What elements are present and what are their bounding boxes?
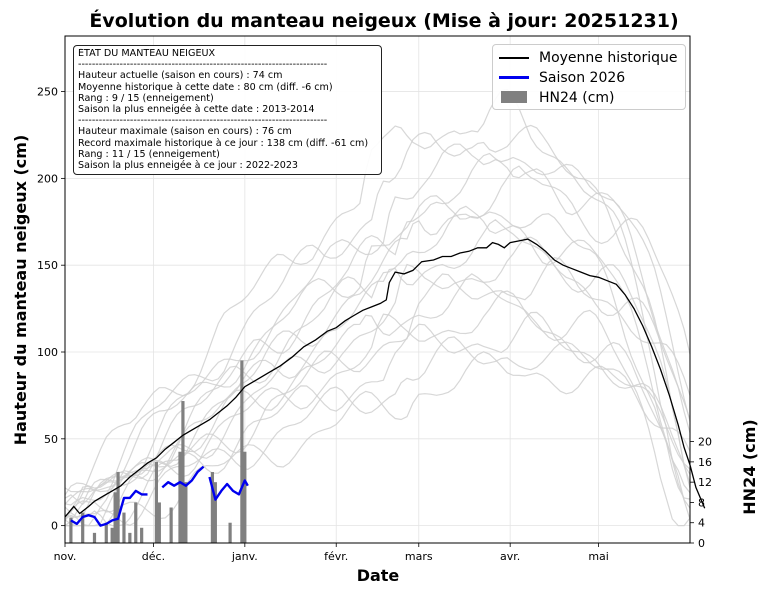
x-tick-label: nov.	[54, 550, 77, 563]
legend-label: HN24 (cm)	[539, 90, 615, 106]
x-tick-label: mai	[588, 550, 609, 563]
hn24-bar	[181, 401, 185, 543]
historical-mean-line	[64, 238, 706, 518]
hn24-bar	[213, 482, 217, 543]
hn24-bar	[154, 461, 158, 543]
y-axis-label: Hauteur du manteau neigeux (cm)	[11, 135, 30, 446]
hn24-bar	[184, 482, 188, 543]
background-season-line	[64, 152, 691, 520]
background-season-line	[64, 219, 691, 527]
y2-tick-label: 4	[698, 517, 705, 530]
info-line: Rang : 11 / 15 (enneigement)	[78, 148, 220, 160]
y-tick-label: 100	[37, 346, 58, 359]
snowpack-info-box: ÉTAT DU MANTEAU NEIGEUX ----------------…	[73, 45, 382, 175]
legend: Moyenne historique Saison 2026 HN24 (cm)	[492, 44, 686, 110]
info-line: ÉTAT DU MANTEAU NEIGEUX	[78, 48, 216, 59]
y2-tick-label: 8	[698, 496, 705, 509]
hn24-bar	[122, 512, 126, 543]
x-axis-ticks: nov. déc. janv. févr. mars avr. mai	[54, 543, 609, 563]
y-tick-label: 200	[37, 172, 58, 185]
legend-item-hn24: HN24 (cm)	[499, 88, 615, 108]
background-season-line	[64, 351, 691, 522]
y-tick-label: 250	[37, 86, 58, 99]
legend-swatch-bar	[499, 88, 529, 108]
hn24-bar	[81, 512, 85, 543]
background-season-line	[64, 257, 691, 527]
y2-tick-label: 16	[698, 456, 712, 469]
info-line: Saison la plus enneigée à ce jour : 2022…	[78, 160, 299, 172]
legend-swatch-line	[499, 48, 529, 68]
legend-item-historical-mean: Moyenne historique	[499, 48, 677, 68]
background-seasons	[64, 88, 691, 527]
y2-tick-label: 12	[698, 476, 712, 489]
info-line: Saison la plus enneigée à cette date : 2…	[78, 104, 315, 116]
legend-swatch-line	[499, 68, 529, 88]
y-tick-label: 0	[51, 520, 58, 533]
x-tick-label: janv.	[231, 550, 258, 563]
hn24-bar	[243, 451, 247, 543]
hn24-bar	[69, 517, 73, 543]
y-tick-label: 50	[44, 433, 58, 446]
hn24-bar	[157, 502, 161, 543]
hn24-bar	[128, 532, 132, 543]
background-season-line	[64, 205, 691, 494]
background-season-line	[64, 336, 691, 526]
hn24-bars	[69, 360, 247, 543]
hn24-bar	[240, 360, 244, 543]
info-line: Hauteur maximale (saison en cours) : 76 …	[78, 126, 292, 138]
season-2026-line	[208, 476, 249, 501]
hn24-bar	[104, 522, 108, 543]
info-line: Moyenne historique à cette date : 80 cm …	[78, 81, 333, 93]
y2-tick-label: 0	[698, 537, 705, 550]
background-season-line	[64, 311, 691, 527]
y2-axis-ticks: 0 4 8 12 16 20	[690, 436, 712, 550]
hn24-bar	[134, 502, 138, 543]
x-tick-label: déc.	[142, 550, 165, 563]
y-axis-ticks: 0 50 100 150 200 250	[37, 86, 65, 533]
series-lines	[64, 238, 706, 527]
info-line: Rang : 9 / 15 (enneigement)	[78, 92, 214, 104]
background-season-line	[64, 195, 691, 505]
hn24-bar	[210, 472, 215, 543]
legend-label: Moyenne historique	[539, 50, 678, 66]
background-season-line	[64, 143, 691, 506]
hn24-bar	[178, 451, 182, 543]
x-tick-label: avr.	[500, 550, 520, 563]
x-tick-label: févr.	[324, 550, 348, 563]
y2-axis-label: HN24 (cm)	[740, 419, 759, 514]
x-tick-label: mars	[405, 550, 433, 563]
hn24-bar	[169, 507, 173, 543]
season-2026-line	[70, 489, 148, 527]
chart-title: Évolution du manteau neigeux (Mise à jou…	[89, 10, 679, 32]
hn24-bar	[110, 527, 114, 543]
hn24-bar	[116, 472, 120, 543]
season-2026-line	[161, 465, 205, 489]
info-line: ----------------------------------------…	[78, 59, 328, 71]
x-axis-label: Date	[357, 566, 400, 585]
info-line: Hauteur actuelle (saison en cours) : 74 …	[78, 70, 283, 82]
background-season-line	[64, 236, 691, 527]
info-line: Record maximale historique à ce jour : 1…	[78, 137, 369, 149]
legend-label: Saison 2026	[539, 70, 626, 86]
hn24-bar	[140, 527, 144, 543]
background-season-line	[64, 124, 691, 506]
y2-tick-label: 20	[698, 436, 712, 449]
background-season-line	[65, 165, 691, 527]
info-line: ----------------------------------------…	[78, 115, 328, 127]
legend-item-season-2026: Saison 2026	[499, 68, 625, 88]
hn24-bar	[228, 522, 232, 543]
y-tick-label: 150	[37, 259, 58, 272]
background-season-line	[64, 273, 691, 527]
hn24-bar	[92, 532, 97, 543]
hn24-bar	[113, 492, 117, 543]
plot-frame	[64, 35, 691, 544]
